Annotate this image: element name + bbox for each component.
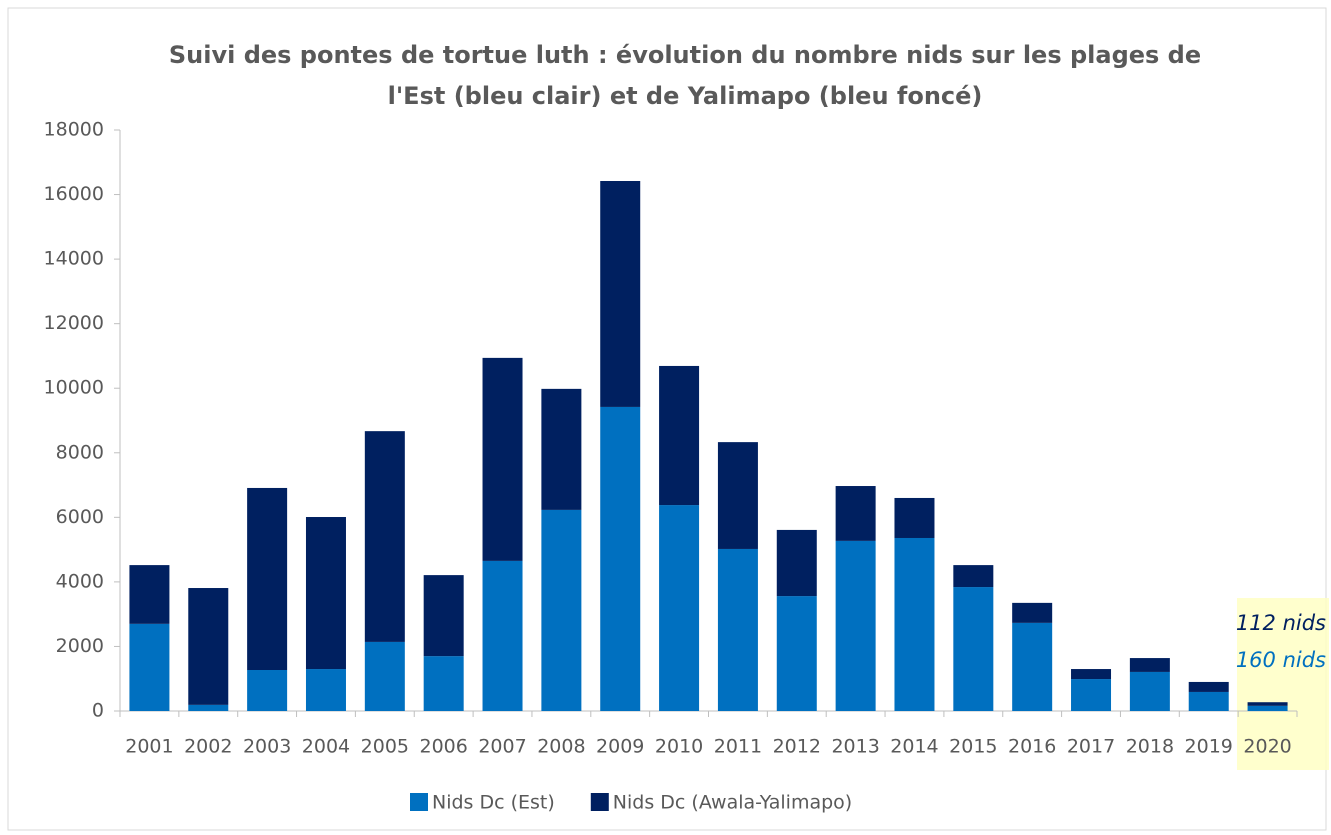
x-tick-label: 2008 <box>537 736 585 758</box>
bar <box>1247 705 1288 711</box>
bar <box>305 669 346 711</box>
y-tick-label: 8000 <box>56 441 104 463</box>
y-tick-label: 4000 <box>56 570 104 592</box>
bar <box>953 587 994 711</box>
x-tick-label: 2020 <box>1243 736 1291 758</box>
bar <box>188 704 229 711</box>
x-tick-label: 2009 <box>596 736 644 758</box>
y-tick-label: 6000 <box>56 506 104 528</box>
x-tick-label: 2006 <box>419 736 467 758</box>
x-tick-label: 2011 <box>714 736 762 758</box>
bar <box>1071 669 1112 680</box>
highlight <box>1237 598 1329 770</box>
bar <box>776 529 817 597</box>
bar <box>1071 679 1112 711</box>
bar <box>1129 671 1170 711</box>
x-tick-label: 2019 <box>1185 736 1233 758</box>
x-tick-label: 2001 <box>125 736 173 758</box>
bar <box>247 487 288 671</box>
bar <box>659 365 700 506</box>
bar <box>953 565 994 588</box>
y-tick-label: 18000 <box>44 119 104 141</box>
bar <box>659 505 700 711</box>
bar <box>423 575 464 657</box>
x-tick-label: 2015 <box>949 736 997 758</box>
bar <box>247 670 288 711</box>
bar <box>364 431 405 642</box>
y-tick-label: 16000 <box>44 183 104 205</box>
bar <box>1129 658 1170 672</box>
x-tick-label: 2007 <box>478 736 526 758</box>
x-tick-label: 2014 <box>890 736 938 758</box>
bar <box>423 656 464 711</box>
chart-title: l'Est (bleu clair) et de Yalimapo (bleu … <box>388 82 983 110</box>
x-tick-label: 2016 <box>1008 736 1056 758</box>
annotation: 160 nids <box>1236 648 1326 672</box>
x-tick-label: 2013 <box>831 736 879 758</box>
y-tick-label: 2000 <box>56 635 104 657</box>
x-tick-label: 2017 <box>1067 736 1115 758</box>
bar <box>482 357 523 561</box>
x-tick-label: 2010 <box>655 736 703 758</box>
bar <box>1188 681 1229 692</box>
annotation: 112 nids <box>1236 611 1326 635</box>
bar <box>1247 702 1288 706</box>
bar <box>1012 622 1053 711</box>
bar <box>1012 602 1053 623</box>
y-tick-label: 14000 <box>44 248 104 270</box>
bar <box>541 388 582 510</box>
bar <box>541 509 582 711</box>
bar <box>776 596 817 711</box>
bar <box>835 486 876 541</box>
x-tick-label: 2003 <box>243 736 291 758</box>
bar <box>600 406 641 711</box>
bar <box>129 623 170 711</box>
x-tick-label: 2018 <box>1126 736 1174 758</box>
y-tick-label: 10000 <box>44 377 104 399</box>
bar <box>894 537 935 711</box>
bar <box>894 497 935 538</box>
legend-label: Nids Dc (Awala-Yalimapo) <box>613 792 852 814</box>
bar <box>305 517 346 670</box>
legend-swatch <box>410 793 428 811</box>
x-tick-label: 2005 <box>361 736 409 758</box>
legend-label: Nids Dc (Est) <box>432 792 555 814</box>
bar <box>717 442 758 549</box>
chart-title: Suivi des pontes de tortue luth : évolut… <box>169 41 1201 69</box>
bar <box>1188 691 1229 711</box>
legend-swatch <box>590 793 609 811</box>
bar <box>364 641 405 711</box>
x-tick-label: 2012 <box>773 736 821 758</box>
x-tick-label: 2004 <box>302 736 350 758</box>
bar <box>600 180 641 407</box>
bar <box>717 548 758 711</box>
bar <box>482 560 523 711</box>
y-tick-label: 0 <box>92 700 104 722</box>
bar <box>129 565 170 624</box>
x-tick-label: 2002 <box>184 736 232 758</box>
bar <box>835 540 876 711</box>
bar <box>188 588 229 705</box>
y-tick-label: 12000 <box>44 312 104 334</box>
